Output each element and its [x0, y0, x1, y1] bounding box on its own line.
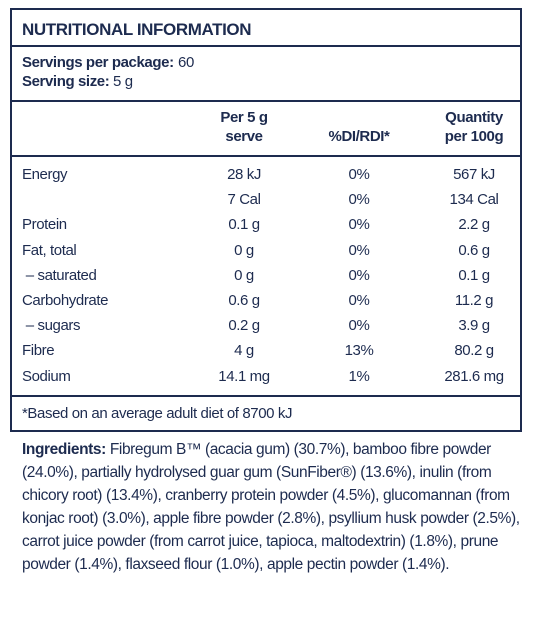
per-100g: 281.6 mg: [444, 367, 504, 385]
per-100g: 134 Cal: [449, 191, 499, 209]
nutrient-name: Carbohydrate: [22, 292, 109, 309]
di-rdi: 1%: [348, 367, 370, 385]
servings-value: 60: [178, 54, 194, 71]
nutrient-name: Protein: [22, 216, 67, 234]
di-rdi: 0%: [348, 191, 370, 209]
per-serve: 7 Cal: [227, 191, 261, 209]
nutrition-panel: NUTRITIONAL INFORMATION *Based on an ave…: [10, 8, 522, 432]
ingredients-label: Ingredients:: [22, 441, 106, 458]
per-serve: 0.6 g: [228, 292, 260, 309]
col-header: per 100g: [444, 128, 504, 145]
per-serve: 0 g: [234, 241, 254, 259]
divider: [12, 155, 520, 157]
footnote: *Based on an average adult diet of 8700 …: [22, 405, 293, 422]
servings-label: Servings per package:: [22, 54, 174, 71]
di-rdi: 0%: [348, 266, 370, 284]
di-rdi: 0%: [348, 166, 370, 183]
col-header: %DI/RDI*: [328, 128, 390, 145]
per-100g: 3.9 g: [458, 317, 490, 335]
di-rdi: 0%: [348, 216, 370, 234]
ingredients-text: Fibregum B™ (acacia gum) (30.7%), bamboo…: [22, 441, 520, 573]
di-rdi: 0%: [348, 317, 370, 335]
per-100g: 11.2 g: [454, 292, 494, 309]
panel-title: NUTRITIONAL INFORMATION: [22, 20, 252, 39]
per-serve: 28 kJ: [227, 166, 261, 183]
col-header: Quantity: [445, 109, 503, 126]
per-serve: 0 g: [234, 266, 254, 284]
per-serve: 14.1 mg: [218, 367, 270, 385]
di-rdi: 0%: [348, 241, 370, 259]
nutrient-name: Sodium: [22, 367, 71, 385]
per-serve: 4 g: [234, 342, 254, 360]
per-serve: 0.1 g: [228, 216, 260, 234]
divider: [12, 395, 520, 397]
di-rdi: 0%: [348, 292, 370, 309]
per-100g: 0.6 g: [458, 241, 490, 259]
servings-value: 5 g: [113, 73, 133, 90]
per-100g: 2.2 g: [458, 216, 490, 234]
col-header: Per 5 g: [220, 109, 268, 126]
nutrient-name: – saturated: [22, 266, 97, 284]
col-header: serve: [225, 128, 263, 145]
divider: [12, 100, 520, 102]
per-serve: 0.2 g: [228, 317, 260, 335]
per-100g: 0.1 g: [458, 266, 490, 284]
ingredients: Ingredients: Fibregum B™ (acacia gum) (3…: [22, 438, 527, 576]
per-100g: 567 kJ: [453, 166, 495, 183]
nutrient-name: Fat, total: [22, 241, 77, 259]
servings-label: Serving size:: [22, 73, 110, 90]
per-100g: 80.2 g: [454, 342, 494, 360]
nutrient-name: Fibre: [22, 342, 55, 360]
di-rdi: 13%: [344, 342, 374, 360]
nutrient-name: Energy: [22, 166, 68, 183]
divider: [12, 45, 520, 47]
nutrient-name: – sugars: [22, 317, 81, 335]
